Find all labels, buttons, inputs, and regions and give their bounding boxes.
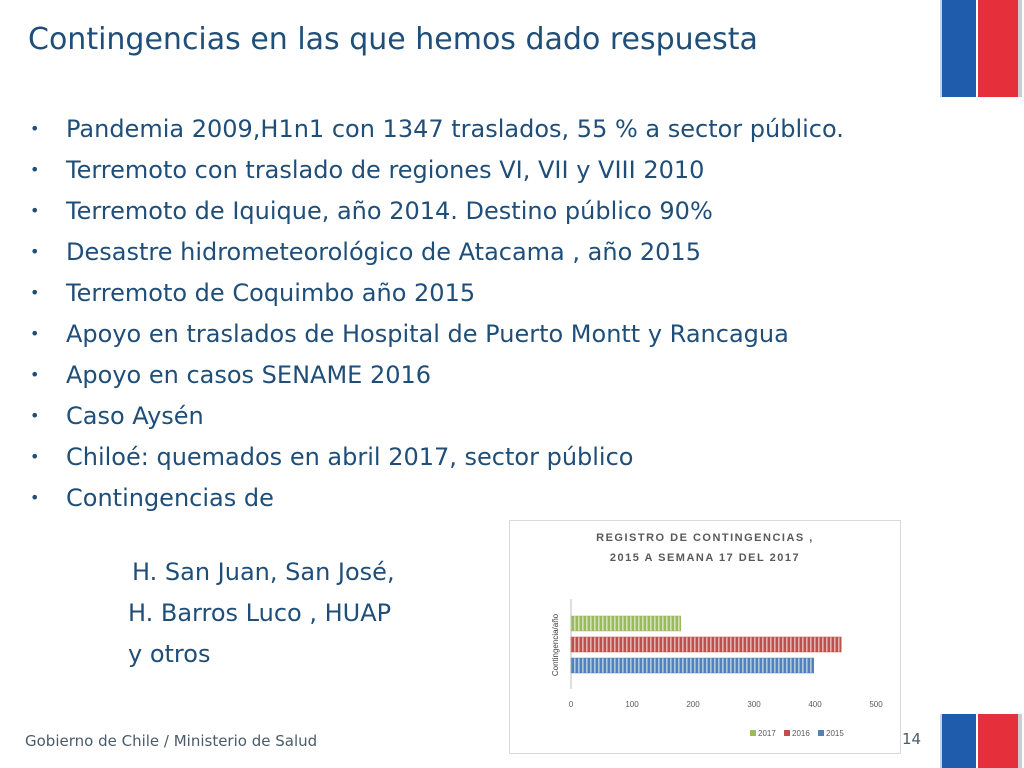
legend-label-2016: 2016 <box>792 729 810 738</box>
bullet-dot: • <box>30 488 40 507</box>
page-number: 14 <box>902 730 922 748</box>
bullet-dot: • <box>30 365 40 384</box>
bullet-item: • Terremoto de Iquique, año 2014. Destino… <box>30 196 930 226</box>
bullet-item: • Terremoto con traslado de regiones VI, … <box>30 155 930 185</box>
legend-swatch-2016 <box>784 730 790 736</box>
bullet-item: • Apoyo en casos SENAME 2016 <box>30 360 930 390</box>
bar-2015 <box>570 657 815 674</box>
slide-title: Contingencias en las que hemos dado resp… <box>28 22 758 57</box>
legend-label-2015: 2015 <box>826 729 844 738</box>
x-tick-label: 100 <box>625 700 639 709</box>
bullet-text: Contingencias de <box>66 484 274 512</box>
legend-label-2017: 2017 <box>758 729 776 738</box>
x-tick-label: 400 <box>808 700 822 709</box>
continuation-line-hospitals-2: H. Barros Luco , HUAP <box>128 599 392 627</box>
flag-blue-stripe <box>940 714 976 768</box>
legend-swatch-2017 <box>750 730 756 736</box>
x-tick-label: 200 <box>686 700 700 709</box>
bar-2016 <box>570 636 842 653</box>
flag-red-stripe <box>978 714 1022 768</box>
bullet-text: Chiloé: quemados en abril 2017, sector p… <box>66 443 634 471</box>
bullet-dot: • <box>30 406 40 425</box>
chart-title: REGISTRO DE CONTINGENCIAS , <box>596 532 814 544</box>
bullet-dot: • <box>30 201 40 220</box>
chart-legend: 2017 2016 2015 <box>750 729 844 738</box>
x-tick-labels: 0 100 200 300 400 500 <box>569 700 883 709</box>
flag-blue-stripe <box>940 0 976 97</box>
bullet-text: Apoyo en traslados de Hospital de Puerto… <box>66 320 789 348</box>
chile-flag-logo-bottom <box>940 714 1022 768</box>
chart-svg: REGISTRO DE CONTINGENCIAS , 2015 A SEMAN… <box>551 532 883 738</box>
bar-2017 <box>570 615 682 632</box>
continuation-line-others: y otros <box>128 640 211 668</box>
bullet-item: • Terremoto de Coquimbo año 2015 <box>30 278 930 308</box>
bullet-list: • Pandemia 2009,H1n1 con 1347 traslados, … <box>30 114 930 524</box>
chile-flag-logo-top <box>940 0 1022 97</box>
bullet-text: Terremoto con traslado de regiones VI, V… <box>66 156 705 184</box>
flag-red-stripe <box>978 0 1022 97</box>
x-tick-label: 500 <box>869 700 883 709</box>
contingency-chart: REGISTRO DE CONTINGENCIAS , 2015 A SEMAN… <box>509 520 901 754</box>
bullet-text: Apoyo en casos SENAME 2016 <box>66 361 432 389</box>
bullet-item: • Chiloé: quemados en abril 2017, sector … <box>30 442 930 472</box>
bullet-dot: • <box>30 119 40 138</box>
bullet-dot: • <box>30 324 40 343</box>
bullet-item: • Caso Aysén <box>30 401 930 431</box>
bullet-item: • Contingencias de <box>30 483 930 513</box>
bullet-text: Pandemia 2009,H1n1 con 1347 traslados, 5… <box>66 115 844 143</box>
bullet-dot: • <box>30 242 40 261</box>
bullet-text: Terremoto de Iquique, año 2014. Destino … <box>66 197 713 225</box>
y-axis-label: Contingencia/año <box>551 613 560 676</box>
bullet-dot: • <box>30 447 40 466</box>
continuation-line-hospitals-1: H. San Juan, San José, <box>132 558 395 586</box>
bullet-text: Caso Aysén <box>66 402 204 430</box>
bullet-dot: • <box>30 283 40 302</box>
bars-group <box>570 615 842 674</box>
bullet-item: • Apoyo en traslados de Hospital de Puert… <box>30 319 930 349</box>
footer-text: Gobierno de Chile / Ministerio de Salud <box>25 732 318 750</box>
bullet-item: • Pandemia 2009,H1n1 con 1347 traslados, … <box>30 114 930 144</box>
chart-subtitle: 2015 A SEMANA 17 DEL 2017 <box>610 552 800 564</box>
bullet-item: • Desastre hidrometeorológico de Atacama … <box>30 237 930 267</box>
x-tick-label: 300 <box>747 700 761 709</box>
bullet-dot: • <box>30 160 40 179</box>
bullet-text: Terremoto de Coquimbo año 2015 <box>66 279 476 307</box>
bullet-text: Desastre hidrometeorológico de Atacama ,… <box>66 238 701 266</box>
legend-swatch-2015 <box>818 730 824 736</box>
x-tick-label: 0 <box>569 700 574 709</box>
